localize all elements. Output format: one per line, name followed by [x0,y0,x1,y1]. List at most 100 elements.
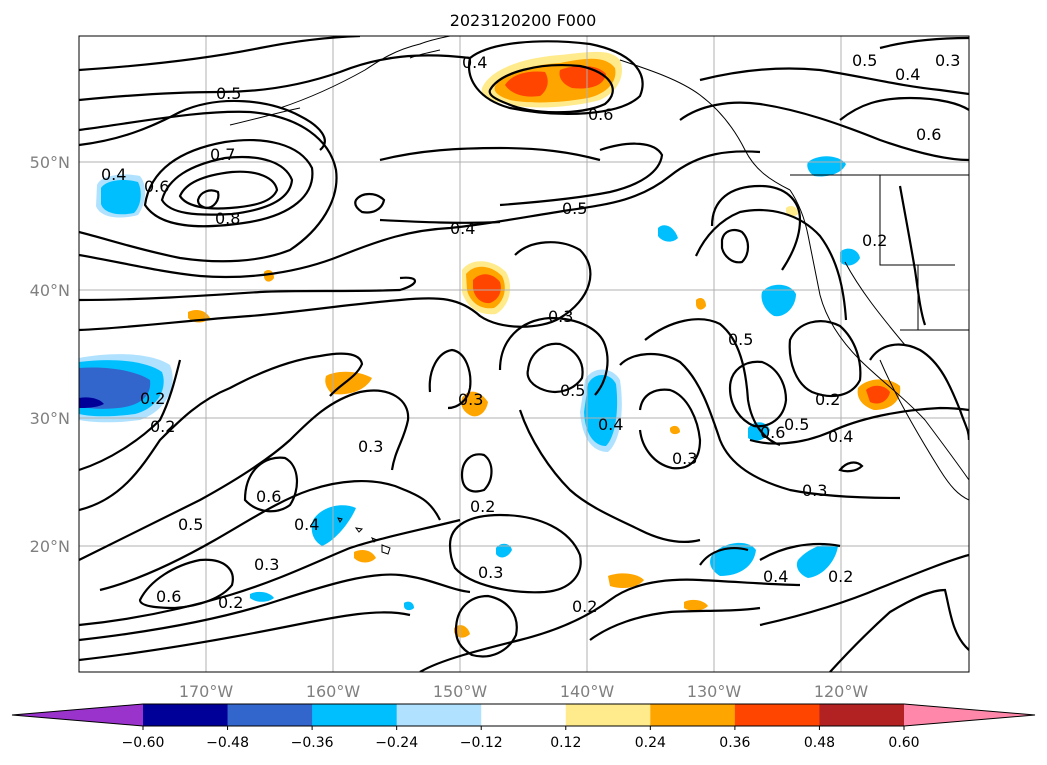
contour-37 [694,208,848,321]
contour-label: 0.3 [358,437,383,456]
contour-12 [354,192,386,214]
colorbar-tick-label: 0.60 [888,735,919,751]
lon-label-140w: 140°W [560,682,615,701]
contour-label: 0.2 [815,390,840,409]
contour-25 [498,316,609,396]
contour-label: 0.2 [572,597,597,616]
contour-19 [243,456,298,513]
island-4 [381,544,391,555]
contour-label: 0.2 [140,389,165,408]
contour-label: 0.6 [144,177,169,196]
border-state-1 [879,175,955,266]
fill-warm-blob-6 [454,625,470,638]
colorbar-outline [11,703,1036,727]
contour-label: 0.3 [802,481,827,500]
contour-22 [79,611,411,662]
contour-53 [499,142,664,207]
contour-49 [699,547,749,566]
contour-28 [448,513,582,594]
contour-45 [879,36,969,50]
contour-23 [428,348,472,410]
contour-33 [638,388,702,470]
lon-label-120w: 120°W [814,682,869,701]
fill-cool-blob-9 [250,591,274,602]
fill-cool-blob-4 [761,284,796,317]
contour-4 [488,64,614,114]
fill-warm-blob-5 [684,599,708,611]
colorbar-swatch [819,704,905,726]
contour-42 [749,406,969,445]
contour-6 [143,139,314,228]
lat-label-40n: 40°N [30,281,70,300]
lon-label-150w: 150°W [433,682,488,701]
contour-38 [728,360,788,428]
contour-label: 0.2 [828,567,853,586]
contour-label: 0.5 [178,515,203,534]
contour-30 [419,578,801,672]
colorbar-extend-low [12,704,143,726]
contour-47 [898,185,927,326]
contour-label: 0.6 [588,105,613,124]
contour-39 [788,320,862,398]
map-frame [78,35,970,673]
colorbar-swatch [143,704,229,726]
contour-label: 0.5 [784,415,809,434]
contour-label: 0.3 [458,390,483,409]
contour-label: 0.4 [895,65,920,84]
contour-29 [454,594,518,658]
contour-label: 0.3 [478,563,503,582]
fill-cool-blob-7 [658,225,678,242]
contour-label: 0.3 [935,51,960,70]
colorbar-tick-label: −0.36 [291,735,334,751]
border-state-3 [844,261,906,346]
lon-label-160w: 160°W [306,682,361,701]
contour-1 [79,36,361,72]
fill-warm-blob-11 [670,425,680,435]
colorbar-tick-label: 0.36 [719,735,750,751]
contour-48 [759,542,841,561]
fill-cyan-west [101,180,141,215]
contour-3 [467,40,644,115]
contour-14 [79,241,592,332]
contour-label: 0.4 [598,415,623,434]
lon-tick-labels: 170°W 160°W 150°W 140°W 130°W 120°W [179,682,869,701]
island-2 [354,527,364,533]
contour-label: 0.5 [852,51,877,70]
contour-52 [79,359,182,472]
map-panel: 0.4 0.5 0.6 0.5 0.4 0.3 0.6 0.5 0.4 0.6 … [79,36,969,672]
colorbar-tick-label: 0.48 [804,735,835,751]
lat-label-50n: 50°N [30,153,70,172]
colorbar-swatch [227,704,313,726]
contour-label: 0.3 [548,307,573,326]
fill-cool-blob-10 [496,543,512,558]
contour-label: 0.6 [916,125,941,144]
contour-10 [79,110,338,263]
contour-51 [759,553,969,627]
fill-red-gulf-alaska [505,65,606,97]
contour-44 [699,67,969,96]
contour-label: 0.6 [256,487,281,506]
colorbar-extend-high [904,704,1035,726]
contour-label: 0.3 [254,555,279,574]
contour-27 [518,409,701,544]
fill-warm-blob-7 [354,550,376,563]
contour-label: 0.4 [763,567,788,586]
contour-7 [160,155,294,216]
contour-label: 0.6 [156,587,181,606]
contour-17 [99,479,441,592]
lat-label-30n: 30°N [30,409,70,428]
contour-label: 0.2 [470,497,495,516]
contour-41 [838,461,864,473]
contour-label: 0.2 [150,417,175,436]
lat-tick-labels: 50°N 40°N 30°N 20°N [30,153,70,556]
contour-21 [79,573,471,642]
colorbar-swatch [481,704,567,726]
contour-55 [379,218,501,224]
contour-2 [79,54,471,102]
colorbar-swatch [734,704,820,726]
colorbar-swatch [396,704,482,726]
fill-warm-blob-10 [696,298,706,310]
contour-label: 0.2 [218,593,243,612]
colorbar-swatch [312,704,398,726]
